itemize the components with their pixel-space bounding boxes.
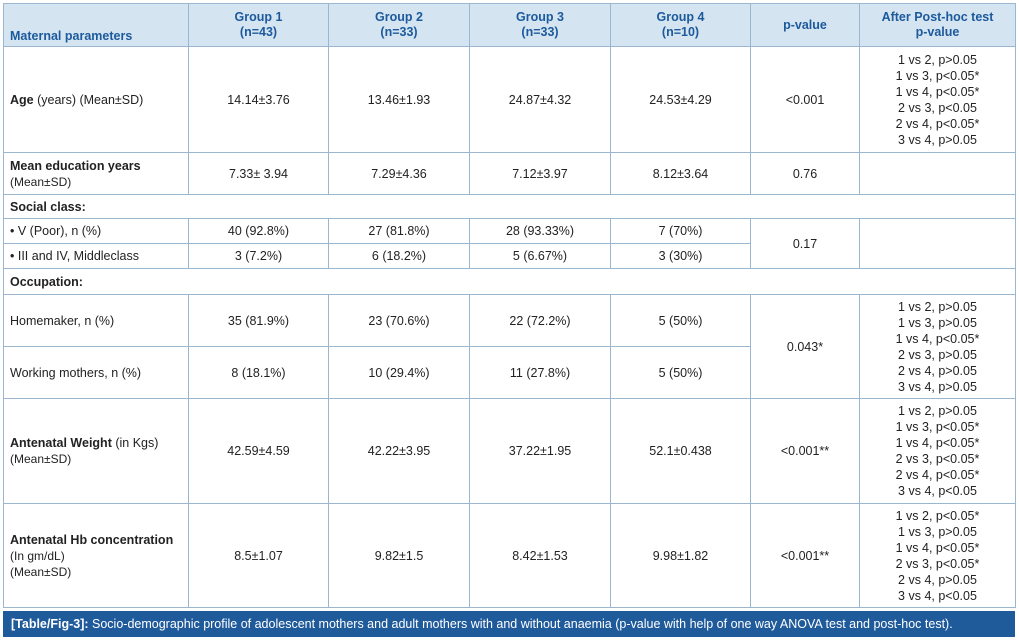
table-row-weight: Antenatal Weight (in Kgs) (Mean±SD) 42.59… <box>3 398 1016 504</box>
caption-text: Socio-demographic profile of adolescent … <box>88 617 953 631</box>
row-label-working: Working mothers, n (%) <box>3 346 189 399</box>
cell-working-g2: 10 (29.4%) <box>328 346 470 399</box>
table-row-age: Age (years) (Mean±SD) 14.14±3.76 13.46±1… <box>3 46 1016 153</box>
cell-occupation-pvalue: 0.043* <box>750 294 860 399</box>
row-label-age: Age (years) (Mean±SD) <box>3 46 189 153</box>
header-group-1: Group 1 (n=43) <box>188 3 329 47</box>
cell-social-poor-g4: 7 (70%) <box>610 218 751 244</box>
header-row: Maternal parameters Group 1 (n=43) Group … <box>3 3 1016 47</box>
cell-education-g1: 7.33± 3.94 <box>188 152 329 195</box>
cell-age-g3: 24.87±4.32 <box>469 46 611 153</box>
cell-weight-posthoc: 1 vs 2, p>0.05 1 vs 3, p<0.05* 1 vs 4, p<0… <box>859 398 1016 504</box>
cell-weight-g3: 37.22±1.95 <box>469 398 611 504</box>
cell-education-pvalue: 0.76 <box>750 152 860 195</box>
cell-social-poor-g2: 27 (81.8%) <box>328 218 470 244</box>
table-row-homemaker: Homemaker, n (%) 35 (81.9%) 23 (70.6%) 2… <box>3 294 1016 399</box>
cell-hb-g3: 8.42±1.53 <box>469 503 611 608</box>
cell-hb-g1: 8.5±1.07 <box>188 503 329 608</box>
cell-hb-pvalue: <0.001** <box>750 503 860 608</box>
cell-age-posthoc: 1 vs 2, p>0.05 1 vs 3, p<0.05* 1 vs 4, p<0… <box>859 46 1016 153</box>
header-group-4: Group 4 (n=10) <box>610 3 751 47</box>
caption-tag: [Table/Fig-3]: <box>11 617 89 631</box>
table-row-social-middle: • III and IV, Middleclass 3 (7.2%) 6 (18… <box>3 243 1016 269</box>
row-label-education: Mean education years (Mean±SD) <box>3 152 189 195</box>
row-label-social-poor: • V (Poor), n (%) <box>3 218 189 244</box>
cell-social-pvalue: 0.17 <box>750 218 860 269</box>
table-row-hb: Antenatal Hb concentration (In gm/dL) (Mea… <box>3 503 1016 608</box>
cell-social-middle-g3: 5 (6.67%) <box>469 243 611 269</box>
header-pvalue: p-value <box>750 3 860 47</box>
cell-education-g4: 8.12±3.64 <box>610 152 751 195</box>
cell-age-g4: 24.53±4.29 <box>610 46 751 153</box>
row-label-social-middle: • III and IV, Middleclass <box>3 243 189 269</box>
section-heading-social: Social class: <box>3 194 1016 219</box>
row-label-homemaker: Homemaker, n (%) <box>3 294 189 347</box>
table-row-working: Working mothers, n (%) 8 (18.1%) 10 (29.… <box>3 346 1016 399</box>
data-table: Maternal parameters Group 1 (n=43) Group … <box>3 3 1016 608</box>
cell-working-g1: 8 (18.1%) <box>188 346 329 399</box>
cell-age-g1: 14.14±3.76 <box>188 46 329 153</box>
header-group-3: Group 3 (n=33) <box>469 3 611 47</box>
figure-caption: [Table/Fig-3]: Socio-demographic profile… <box>3 611 1015 637</box>
row-label-hb: Antenatal Hb concentration (In gm/dL) (Mea… <box>3 503 189 608</box>
cell-social-posthoc <box>859 218 1016 269</box>
header-param: Maternal parameters <box>3 3 189 47</box>
table-row-social-poor: • V (Poor), n (%) 40 (92.8%) 27 (81.8%) … <box>3 218 1016 269</box>
header-posthoc: After Post-hoc test p-value <box>859 3 1016 47</box>
cell-homemaker-g1: 35 (81.9%) <box>188 294 329 347</box>
cell-social-poor-g3: 28 (93.33%) <box>469 218 611 244</box>
cell-homemaker-g2: 23 (70.6%) <box>328 294 470 347</box>
cell-occupation-posthoc: 1 vs 2, p>0.05 1 vs 3, p>0.05 1 vs 4, p<0.… <box>859 294 1016 399</box>
cell-hb-posthoc: 1 vs 2, p<0.05* 1 vs 3, p>0.05 1 vs 4, p<0… <box>859 503 1016 608</box>
cell-age-g2: 13.46±1.93 <box>328 46 470 153</box>
cell-hb-g2: 9.82±1.5 <box>328 503 470 608</box>
cell-weight-g1: 42.59±4.59 <box>188 398 329 504</box>
cell-working-g3: 11 (27.8%) <box>469 346 611 399</box>
cell-weight-g2: 42.22±3.95 <box>328 398 470 504</box>
table-row-social-heading: Social class: <box>3 194 1016 219</box>
table-row-occupation-heading: Occupation: <box>3 268 1016 295</box>
cell-education-g2: 7.29±4.36 <box>328 152 470 195</box>
cell-social-poor-g1: 40 (92.8%) <box>188 218 329 244</box>
cell-social-middle-g1: 3 (7.2%) <box>188 243 329 269</box>
table-row-education: Mean education years (Mean±SD) 7.33± 3.94… <box>3 152 1016 195</box>
cell-working-g4: 5 (50%) <box>610 346 751 399</box>
cell-social-middle-g2: 6 (18.2%) <box>328 243 470 269</box>
cell-weight-pvalue: <0.001** <box>750 398 860 504</box>
section-heading-occupation: Occupation: <box>3 268 1016 295</box>
cell-education-posthoc <box>859 152 1016 195</box>
cell-hb-g4: 9.98±1.82 <box>610 503 751 608</box>
cell-education-g3: 7.12±3.97 <box>469 152 611 195</box>
cell-weight-g4: 52.1±0.438 <box>610 398 751 504</box>
cell-homemaker-g4: 5 (50%) <box>610 294 751 347</box>
cell-homemaker-g3: 22 (72.2%) <box>469 294 611 347</box>
cell-age-pvalue: <0.001 <box>750 46 860 153</box>
cell-social-middle-g4: 3 (30%) <box>610 243 751 269</box>
row-label-weight: Antenatal Weight (in Kgs) (Mean±SD) <box>3 398 189 504</box>
header-group-2: Group 2 (n=33) <box>328 3 470 47</box>
